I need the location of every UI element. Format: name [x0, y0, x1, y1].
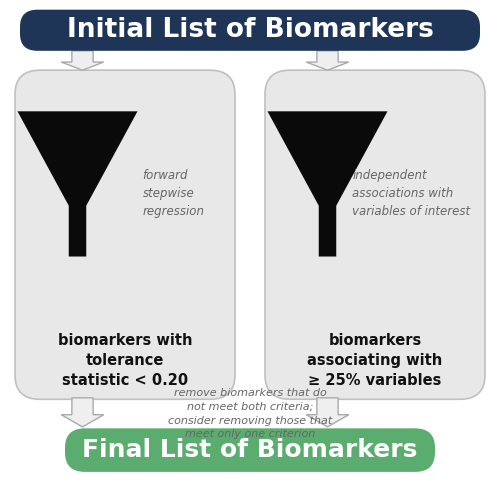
Text: biomarkers
associating with
≥ 25% variables: biomarkers associating with ≥ 25% variab…	[308, 333, 442, 389]
FancyBboxPatch shape	[265, 70, 485, 399]
Polygon shape	[306, 51, 349, 70]
Text: independent
associations with
variables of interest: independent associations with variables …	[352, 169, 470, 218]
Polygon shape	[18, 111, 138, 257]
Polygon shape	[306, 398, 349, 427]
Text: Final List of Biomarkers: Final List of Biomarkers	[82, 438, 417, 462]
Polygon shape	[61, 398, 104, 427]
Polygon shape	[268, 111, 388, 257]
Text: remove biomarkers that do
not meet both criteria;
consider removing those that
m: remove biomarkers that do not meet both …	[168, 389, 332, 439]
Text: forward
stepwise
regression: forward stepwise regression	[142, 169, 204, 218]
Text: Initial List of Biomarkers: Initial List of Biomarkers	[66, 17, 434, 43]
Text: biomarkers with
tolerance
statistic < 0.20: biomarkers with tolerance statistic < 0.…	[58, 333, 192, 389]
FancyBboxPatch shape	[20, 10, 480, 51]
FancyBboxPatch shape	[65, 428, 435, 472]
Polygon shape	[61, 51, 104, 70]
FancyBboxPatch shape	[15, 70, 235, 399]
